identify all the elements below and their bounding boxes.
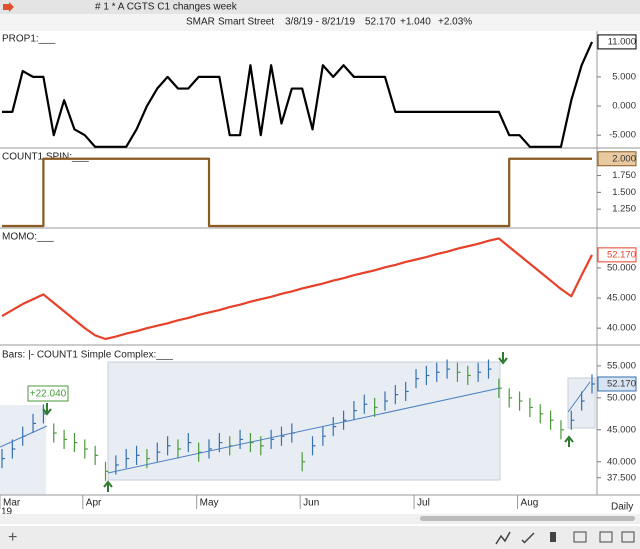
year-label: 19 (1, 507, 13, 518)
nav-arrow[interactable] (3, 2, 14, 12)
trend-line (107, 387, 501, 474)
scrollbar[interactable] (0, 514, 640, 524)
shaded-range (107, 361, 501, 481)
shaded-range (0, 405, 46, 495)
last-value-box (597, 247, 637, 263)
x-tick-label: Mar (3, 498, 21, 509)
tool-icon[interactable] (521, 532, 535, 544)
last-value-box (597, 34, 637, 50)
panel-title: MOMO:___ (2, 232, 54, 243)
percent-change: +2.03% (438, 17, 472, 28)
plots: PROP1:___ 5.000 0.000 -5.000 11.000 COUNT1 SP… (0, 34, 640, 518)
signal-arrow (564, 435, 574, 447)
tool-icon[interactable] (573, 531, 587, 543)
y-tick-label: 40.000 (607, 456, 636, 467)
y-tick-label: -5.000 (609, 130, 636, 141)
y-tick-label: 50.000 (607, 392, 636, 403)
panel-title: COUNT1 SPIN:___ (2, 152, 89, 163)
scroll-thumb[interactable] (420, 516, 635, 521)
y-tick-label: 1.750 (612, 170, 636, 181)
tool-icon[interactable] (495, 531, 511, 545)
panel-title: PROP1:___ (2, 34, 56, 45)
change: +1.040 (400, 17, 431, 28)
last-value-box (597, 376, 637, 392)
series-line (2, 41, 594, 148)
tool-icon[interactable] (599, 531, 613, 543)
last-price: 52.170 (365, 17, 396, 28)
y-tick-label: 5.000 (612, 71, 636, 82)
signal-arrow (498, 352, 508, 365)
x-tick-label: Jul (417, 498, 430, 509)
y-tick-label: 50.000 (607, 262, 636, 273)
panel-title: Bars: |- COUNT1 Simple Complex:___ (2, 350, 173, 361)
y-tick-label: 0.000 (612, 101, 636, 112)
x-tick-label: May (200, 498, 219, 509)
last-value-box (597, 151, 637, 167)
trend-line (567, 381, 591, 413)
symbol: SMAR (186, 17, 215, 28)
signal-arrow (42, 403, 52, 416)
y-tick-label: 1.250 (612, 204, 636, 215)
date-range: 3/8/19 - 8/21/19 (285, 17, 355, 28)
y-tick-label: 37.500 (607, 472, 636, 483)
series-line (1, 237, 593, 341)
x-tick-label: Apr (86, 498, 102, 509)
toolbar-title: # 1 * A CGTS C1 changes week (95, 2, 238, 13)
x-tick-label: Jun (303, 498, 319, 509)
tool-icon[interactable] (550, 532, 556, 542)
tool-icon[interactable] (621, 531, 635, 543)
trend-line (0, 425, 48, 448)
add-button[interactable]: + (8, 529, 17, 546)
last-value-label: 52.170 (607, 249, 636, 260)
period[interactable]: Daily (611, 502, 633, 513)
y-tick-label: 55.000 (607, 360, 636, 371)
series-line (2, 157, 592, 228)
last-value-label: 52.170 (607, 378, 636, 389)
y-tick-label: 45.000 (607, 424, 636, 435)
bottom-toolbar (0, 526, 640, 549)
annotation: +22.040 (30, 389, 67, 400)
signal-arrow (103, 480, 113, 492)
name: Smart Street (218, 17, 274, 28)
y-tick-label: 45.000 (607, 293, 636, 304)
annotation-box (27, 385, 69, 402)
header (0, 14, 640, 31)
y-tick-label: 40.000 (607, 323, 636, 334)
x-tick-label: Aug (521, 498, 539, 509)
last-value-label: 11.000 (608, 36, 636, 47)
y-tick-label: 1.500 (612, 187, 636, 198)
toolbar (0, 0, 640, 14)
last-value-label: 2.000 (612, 153, 636, 164)
